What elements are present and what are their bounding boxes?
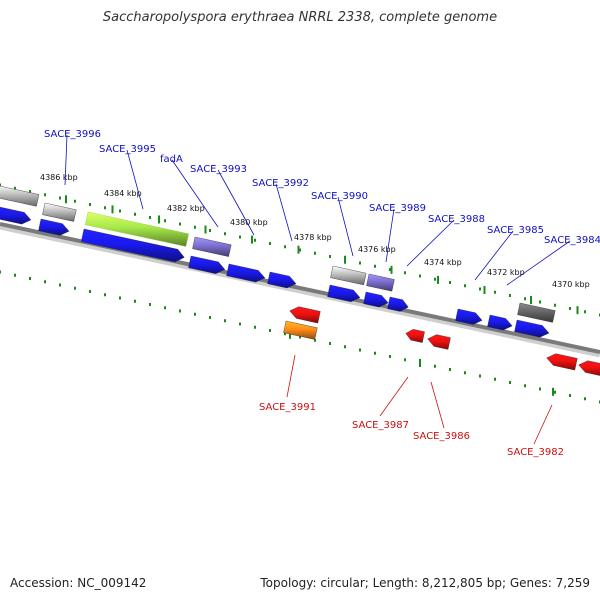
- gene-label-plus: SACE_3988: [428, 214, 485, 225]
- map-title: Saccharopolyspora erythraea NRRL 2338, c…: [102, 10, 498, 25]
- gene-plus-lime: [84, 211, 189, 247]
- gene-plus-blue: [188, 255, 226, 274]
- gene-label-plus: SACE_3993: [190, 164, 247, 175]
- minus-label-leader: [533, 404, 553, 445]
- plus-label-leader: [337, 196, 354, 257]
- gene-label-minus: SACE_3987: [352, 420, 409, 431]
- gene-plus-blue: [38, 218, 70, 236]
- scale-label: 4370 kbp: [552, 280, 590, 289]
- plus-label-leader: [474, 230, 514, 281]
- gene-plus-gray: [0, 185, 40, 207]
- gene-plus-blue: [455, 308, 483, 325]
- scale-label: 4382 kbp: [167, 204, 205, 213]
- scale-label: 4380 kbp: [230, 218, 268, 227]
- minus-label-leader: [286, 354, 296, 398]
- gene-plus-blue: [514, 319, 550, 338]
- gene-label-plus: SACE_3989: [369, 203, 426, 214]
- scale-label: 4372 kbp: [487, 268, 525, 277]
- gene-plus-purple: [366, 273, 395, 292]
- gene-label-plus: SACE_3992: [252, 178, 309, 189]
- gene-label-plus: SACE_3995: [99, 144, 156, 155]
- gene-minus-red: [405, 329, 425, 343]
- gene-plus-gray: [42, 202, 77, 222]
- gene-label-minus: SACE_3982: [507, 447, 564, 458]
- accession-text: Accession: NC_009142: [10, 576, 147, 590]
- gene-label-plus: SACE_3985: [487, 225, 544, 236]
- minus-label-leader: [430, 381, 445, 429]
- plus-label-leader: [171, 159, 219, 228]
- gene-minus-red: [578, 360, 600, 376]
- plus-label-leader: [506, 240, 571, 286]
- gene-plus-blue: [327, 284, 361, 303]
- gene-label-plus: SACE_3996: [44, 129, 101, 140]
- gene-plus-blue: [80, 228, 185, 263]
- gene-label-plus: fadA: [160, 154, 183, 165]
- plus-label-leader: [126, 149, 144, 210]
- gene-plus-blue: [363, 291, 389, 308]
- scale-label: 4376 kbp: [358, 245, 396, 254]
- scale-label: 4374 kbp: [424, 258, 462, 267]
- gene-minus-red: [427, 334, 451, 350]
- gene-plus-blue: [387, 296, 409, 312]
- gene-minus-orange: [283, 320, 318, 340]
- scale-label: 4384 kbp: [104, 189, 142, 198]
- gene-label-minus: SACE_3986: [413, 431, 470, 442]
- gene-label-minus: SACE_3991: [259, 402, 316, 413]
- gene-plus-gray: [330, 265, 367, 286]
- gene-plus-blue: [487, 314, 513, 331]
- scale-label: 4386 kbp: [40, 173, 78, 182]
- gene-label-plus: SACE_3990: [311, 191, 368, 202]
- gene-plus-blue: [226, 263, 266, 283]
- gene-plus-darkgray: [517, 302, 556, 323]
- gene-minus-red: [289, 306, 321, 324]
- plus-label-leader: [217, 169, 255, 236]
- gene-label-plus: SACE_3984: [544, 235, 600, 246]
- plus-label-leader: [406, 219, 455, 267]
- gene-plus-blue: [0, 206, 32, 225]
- gene-minus-red: [546, 353, 578, 371]
- minus-label-leader: [379, 376, 409, 417]
- scale-label: 4378 kbp: [294, 233, 332, 242]
- genome-summary-text: Topology: circular; Length: 8,212,805 bp…: [260, 576, 590, 590]
- plus-label-leader: [275, 183, 293, 242]
- plus-label-leader: [64, 134, 68, 186]
- gene-plus-blue: [267, 271, 297, 289]
- gene-plus-purple: [192, 236, 232, 257]
- plus-label-leader: [385, 208, 395, 263]
